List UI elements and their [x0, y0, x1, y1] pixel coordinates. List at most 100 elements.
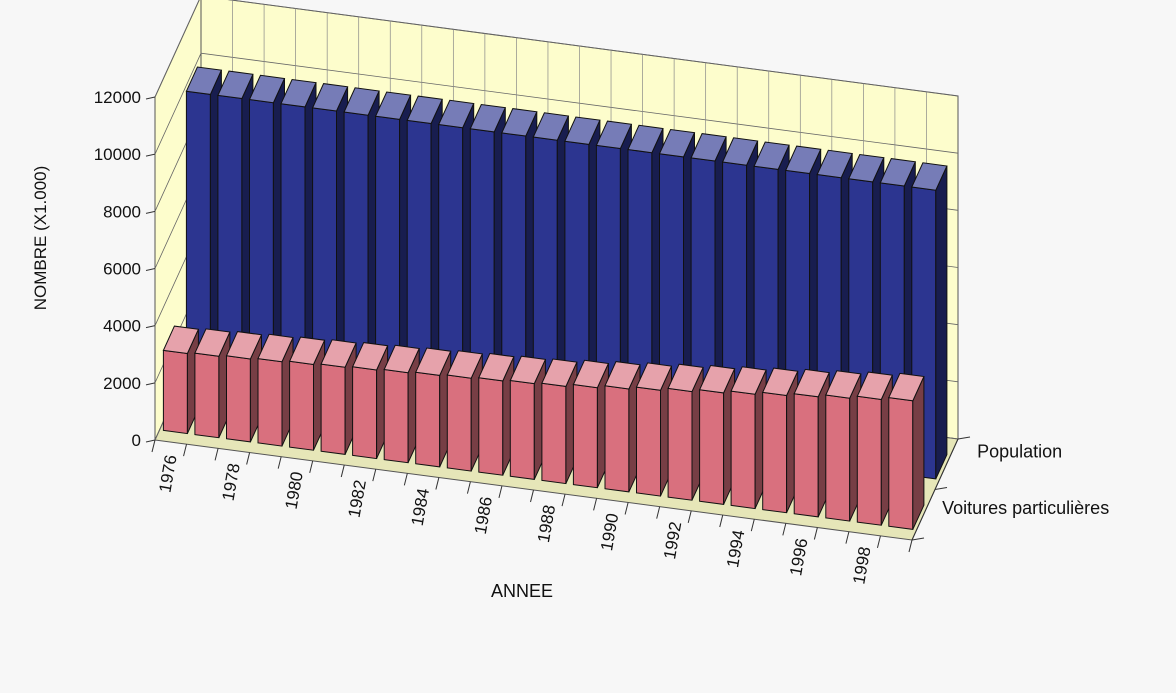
bar-voitures-front	[793, 393, 819, 518]
bar-population-top	[311, 83, 349, 112]
bar-voitures-top	[162, 325, 200, 355]
x-tick-label: 1988	[534, 503, 559, 544]
bar-voitures-top	[351, 342, 389, 371]
bar-voitures-front	[856, 395, 882, 526]
bar-population-top	[721, 137, 759, 166]
depth-tick	[911, 537, 925, 541]
x-tick-label: 1982	[345, 478, 370, 519]
bar-voitures	[509, 355, 547, 480]
bar-voitures	[541, 358, 578, 485]
bar-voitures-front	[699, 389, 725, 505]
bar-voitures-front	[226, 355, 251, 443]
bar-population-top	[753, 141, 790, 170]
bar-population-top	[217, 70, 254, 100]
x-tick-label: 1996	[786, 537, 811, 578]
bar-population-top	[595, 120, 633, 150]
bar-population-top	[784, 145, 822, 175]
x-tick	[750, 519, 755, 532]
x-tick	[246, 452, 251, 465]
bar-voitures-front	[541, 382, 567, 485]
x-tick	[309, 460, 314, 473]
y-tick-label: 2000	[103, 374, 141, 393]
x-tick-label: 1994	[723, 528, 748, 569]
bar-voitures	[635, 362, 673, 497]
bar-voitures	[225, 331, 263, 443]
bar-voitures-top	[667, 363, 704, 393]
bar-population	[217, 70, 254, 388]
bar-voitures-top	[225, 331, 263, 360]
x-tick	[372, 469, 377, 482]
bar-population-top	[532, 112, 570, 141]
bar-population	[501, 108, 538, 426]
bar-voitures	[383, 344, 420, 464]
bar-voitures	[698, 364, 736, 505]
x-tick	[151, 439, 156, 453]
bar-voitures-front	[478, 377, 504, 476]
bar-population-top	[185, 66, 223, 95]
y-tick	[145, 153, 156, 157]
bar-voitures-top	[793, 368, 830, 398]
y-tick	[145, 96, 156, 100]
bar-voitures-top	[509, 355, 547, 385]
bar-voitures-top	[541, 358, 578, 387]
bar-voitures	[162, 325, 200, 435]
bar-voitures	[351, 342, 389, 460]
x-tick-label: 1990	[597, 512, 622, 553]
x-tick	[214, 448, 219, 461]
x-tick	[593, 498, 598, 511]
x-tick	[624, 502, 629, 515]
bar-voitures-side	[912, 376, 925, 530]
x-tick	[530, 489, 534, 503]
bar-voitures	[730, 366, 767, 510]
x-tick-label: 1976	[155, 453, 180, 494]
bar-population-top	[469, 103, 507, 133]
bar-voitures-top	[446, 350, 484, 379]
bar-voitures-front	[509, 379, 535, 480]
bar-voitures	[446, 350, 484, 472]
x-tick	[687, 510, 692, 523]
bar-voitures-top	[604, 361, 641, 390]
bars	[162, 66, 948, 530]
bar-voitures-top	[635, 362, 673, 391]
bar-voitures-front	[415, 371, 441, 468]
bar-voitures-top	[288, 336, 326, 366]
x-axis-label: ANNEE	[491, 581, 553, 601]
bar-voitures	[572, 359, 610, 489]
bar-population-top	[658, 128, 696, 158]
legend-voitures: Voitures particulières	[942, 498, 1109, 518]
x-tick-label: 1998	[849, 545, 874, 586]
x-tick	[719, 514, 724, 528]
bar-voitures	[320, 339, 357, 455]
bar-voitures-top	[257, 333, 294, 363]
x-tick	[656, 506, 661, 519]
bar-voitures	[888, 372, 925, 530]
x-tick-label: 1986	[471, 495, 496, 536]
bar-voitures-top	[730, 366, 767, 395]
bar-voitures-top	[320, 339, 357, 368]
bar-voitures-front	[446, 374, 472, 472]
bar-voitures-top	[383, 344, 420, 374]
bar-voitures-front	[194, 352, 220, 439]
x-tick	[277, 456, 282, 469]
bar-voitures	[288, 336, 326, 451]
bar-voitures-top	[761, 367, 799, 397]
x-tick-label: 1992	[660, 520, 685, 561]
x-tick-label: 1984	[408, 487, 433, 528]
y-tick-label: 0	[132, 431, 141, 450]
x-tick	[466, 481, 471, 494]
bar-voitures-front	[572, 383, 598, 489]
depth-tick	[957, 436, 971, 440]
bar-voitures-front	[667, 387, 693, 501]
x-tick	[498, 485, 503, 498]
bar-voitures-top	[194, 328, 231, 357]
x-tick	[183, 444, 188, 457]
bar-population-top	[879, 158, 917, 187]
x-tick-label: 1980	[282, 470, 307, 511]
bar-population-top	[280, 78, 317, 108]
bar-voitures	[667, 363, 704, 501]
x-tick	[782, 523, 787, 536]
bar-voitures-top	[856, 371, 894, 401]
x-tick	[908, 539, 913, 553]
x-tick	[876, 535, 881, 548]
